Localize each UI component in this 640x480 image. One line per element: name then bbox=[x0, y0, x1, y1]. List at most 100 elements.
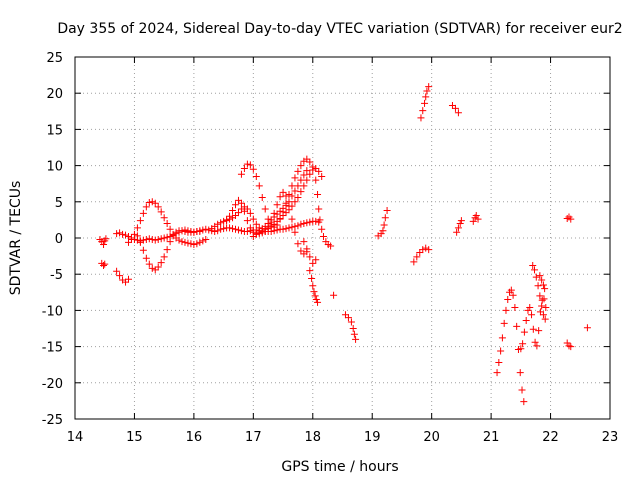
data-point bbox=[541, 285, 549, 293]
data-point bbox=[175, 236, 183, 244]
data-point bbox=[243, 227, 251, 235]
data-point bbox=[315, 205, 323, 213]
data-point bbox=[148, 264, 156, 272]
data-point bbox=[288, 192, 296, 200]
y-tick-label: 10 bbox=[46, 160, 63, 175]
data-point bbox=[507, 286, 515, 294]
x-tick-label: 14 bbox=[67, 430, 84, 445]
data-point bbox=[565, 342, 573, 350]
data-point bbox=[563, 339, 571, 347]
data-point bbox=[279, 225, 287, 233]
data-point bbox=[314, 191, 322, 199]
y-tick-label: 0 bbox=[55, 232, 63, 247]
data-point bbox=[193, 240, 201, 248]
x-tick-labels: 14 15 16 17 18 19 20 21 22 23 bbox=[67, 430, 619, 445]
data-point bbox=[457, 217, 465, 225]
data-point bbox=[377, 230, 385, 238]
y-tick-label: 5 bbox=[55, 196, 63, 211]
data-point bbox=[273, 217, 281, 225]
data-point bbox=[454, 109, 462, 117]
x-tick-label: 22 bbox=[542, 430, 559, 445]
data-series bbox=[330, 291, 338, 299]
data-point bbox=[383, 206, 391, 214]
data-point bbox=[306, 218, 314, 226]
data-series bbox=[306, 267, 322, 306]
data-point bbox=[199, 237, 207, 245]
y-tick-label: -15 bbox=[42, 341, 63, 356]
data-point bbox=[154, 203, 162, 211]
data-point bbox=[498, 334, 506, 342]
data-point bbox=[187, 240, 195, 248]
data-point bbox=[318, 172, 326, 180]
data-point bbox=[116, 272, 124, 280]
data-point bbox=[243, 160, 251, 168]
data-point bbox=[184, 239, 192, 247]
data-point bbox=[205, 226, 213, 234]
data-point bbox=[291, 228, 299, 236]
data-point bbox=[456, 220, 464, 228]
data-point bbox=[148, 198, 156, 206]
data-series bbox=[133, 227, 204, 274]
data-point bbox=[273, 210, 281, 218]
x-tick-label: 23 bbox=[602, 430, 619, 445]
data-point bbox=[130, 230, 138, 238]
data-point bbox=[237, 227, 245, 235]
data-point bbox=[538, 276, 546, 284]
data-point bbox=[145, 199, 153, 207]
data-point bbox=[312, 217, 320, 225]
data-point bbox=[410, 258, 418, 266]
data-point bbox=[226, 212, 234, 220]
data-point bbox=[349, 325, 357, 332]
data-point bbox=[493, 369, 501, 377]
data-point bbox=[540, 295, 548, 303]
data-point bbox=[294, 167, 302, 175]
data-point bbox=[306, 158, 314, 166]
data-point bbox=[232, 212, 239, 220]
data-point bbox=[344, 314, 352, 322]
data-point bbox=[285, 224, 293, 232]
data-point bbox=[101, 260, 109, 268]
data-point bbox=[309, 166, 317, 174]
data-point bbox=[243, 217, 251, 225]
data-point bbox=[246, 209, 254, 217]
data-point bbox=[300, 220, 308, 228]
data-point bbox=[536, 292, 544, 300]
data-point bbox=[379, 227, 387, 235]
y-tick-label: -5 bbox=[50, 268, 63, 283]
data-point bbox=[160, 253, 168, 261]
data-point bbox=[425, 246, 433, 254]
y-tick-label: 15 bbox=[46, 123, 63, 138]
data-point bbox=[538, 296, 546, 304]
data-point bbox=[422, 244, 430, 252]
data-point bbox=[524, 306, 532, 314]
data-point bbox=[217, 225, 225, 233]
data-point bbox=[116, 229, 124, 237]
data-point bbox=[252, 172, 260, 180]
data-point bbox=[113, 230, 121, 238]
data-point bbox=[516, 369, 524, 377]
data-point bbox=[163, 220, 171, 228]
data-point bbox=[474, 215, 482, 223]
data-point bbox=[122, 278, 130, 286]
plot-frame bbox=[74, 56, 611, 420]
data-point bbox=[100, 241, 108, 249]
data-point bbox=[422, 93, 430, 101]
data-series bbox=[517, 295, 550, 353]
data-point bbox=[226, 224, 234, 232]
data-series bbox=[300, 238, 320, 267]
data-point bbox=[279, 212, 287, 220]
data-point bbox=[261, 225, 269, 233]
data-point bbox=[318, 225, 326, 233]
data-point bbox=[139, 209, 147, 217]
y-tick-label: -20 bbox=[42, 377, 63, 392]
data-point bbox=[276, 214, 284, 222]
x-tick-label: 19 bbox=[364, 430, 381, 445]
data-point bbox=[563, 214, 571, 222]
data-point bbox=[160, 234, 168, 242]
data-point bbox=[308, 275, 316, 283]
data-point bbox=[314, 298, 322, 306]
data-point bbox=[423, 87, 431, 95]
data-series bbox=[125, 198, 210, 249]
data-point bbox=[303, 245, 311, 253]
data-point bbox=[202, 225, 210, 233]
